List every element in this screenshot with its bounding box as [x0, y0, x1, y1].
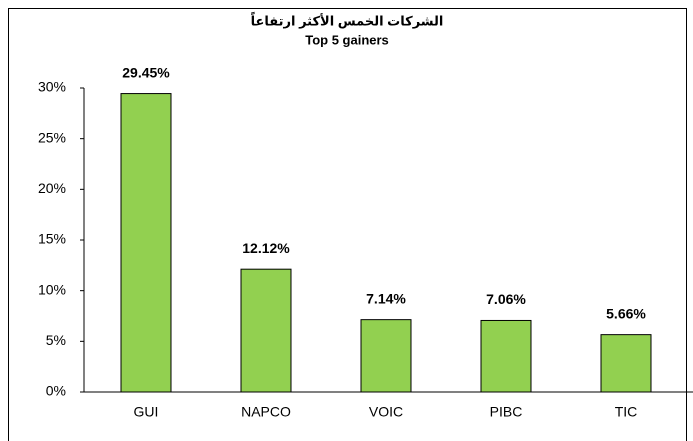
chart-title: الشركات الخمس الأكثر ارتفاعاً	[251, 12, 444, 29]
x-tick-label: GUI	[134, 404, 159, 420]
x-tick-label: TIC	[615, 404, 638, 420]
data-label: 7.14%	[366, 290, 406, 306]
y-tick-label: 20%	[38, 180, 66, 196]
chart-border	[8, 8, 687, 441]
y-tick-label: 0%	[46, 383, 66, 399]
y-tick-label: 5%	[46, 332, 66, 348]
y-tick-label: 15%	[38, 231, 66, 247]
bar	[240, 268, 292, 393]
bar	[600, 334, 652, 393]
data-label: 29.45%	[122, 64, 170, 80]
data-label: 12.12%	[242, 240, 290, 256]
x-tick-label: VOIC	[369, 404, 403, 420]
x-tick-label: NAPCO	[241, 404, 291, 420]
data-label: 5.66%	[606, 305, 646, 321]
data-label: 7.06%	[486, 291, 526, 307]
y-tick-label: 10%	[38, 281, 66, 297]
bar	[360, 319, 412, 393]
chart-subtitle: Top 5 gainers	[305, 32, 389, 47]
y-tick-label: 25%	[38, 129, 66, 145]
bar	[480, 319, 532, 393]
y-tick-label: 30%	[38, 79, 66, 95]
x-tick-label: PIBC	[490, 404, 523, 420]
bar	[120, 93, 172, 393]
